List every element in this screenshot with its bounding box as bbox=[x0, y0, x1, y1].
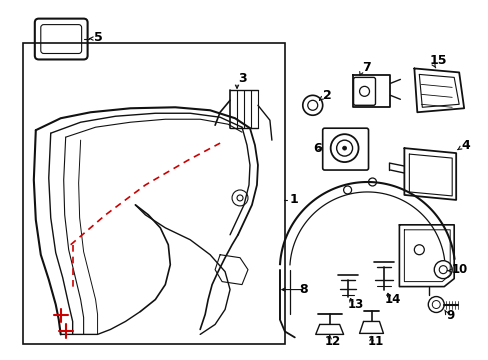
Text: 8: 8 bbox=[298, 283, 307, 296]
Text: 9: 9 bbox=[446, 309, 453, 322]
Text: 7: 7 bbox=[362, 61, 370, 74]
Bar bbox=[23, 42, 285, 345]
Text: 1: 1 bbox=[289, 193, 298, 206]
Text: 3: 3 bbox=[238, 72, 246, 85]
Text: 11: 11 bbox=[367, 335, 383, 348]
Text: 4: 4 bbox=[460, 139, 469, 152]
Text: 15: 15 bbox=[428, 54, 446, 67]
Text: 13: 13 bbox=[347, 298, 363, 311]
Text: 6: 6 bbox=[313, 141, 322, 155]
Text: 12: 12 bbox=[324, 335, 340, 348]
Text: 14: 14 bbox=[384, 293, 400, 306]
Circle shape bbox=[342, 146, 346, 150]
Text: 10: 10 bbox=[450, 263, 467, 276]
Text: 5: 5 bbox=[93, 31, 102, 44]
Text: 2: 2 bbox=[322, 89, 331, 102]
